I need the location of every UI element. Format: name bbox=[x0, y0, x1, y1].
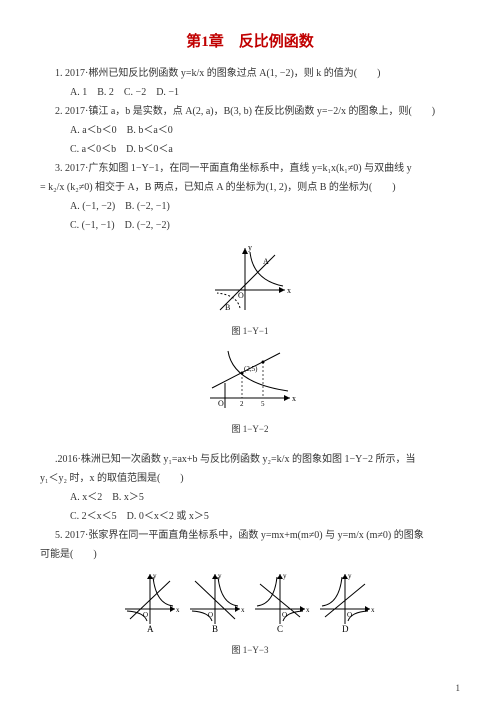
svg-text:x: x bbox=[241, 606, 245, 614]
fig2-origin: O bbox=[218, 399, 224, 408]
figure-3-caption: 图 1−Y−3 bbox=[40, 643, 460, 656]
q2-options-1: A. a＜b＜0 B. b＜a＜0 bbox=[40, 122, 460, 139]
question-4b: y₁＜y₂ 时，x 的取值范围是( ) bbox=[40, 470, 460, 487]
q2-options-2: C. a＜0＜b D. b＜0＜a bbox=[40, 141, 460, 158]
fig2-point-label: (2,5) bbox=[244, 365, 258, 373]
option-d-label: D bbox=[342, 624, 349, 634]
q3-options-2: C. (−1, −1) D. (−2, −2) bbox=[40, 217, 460, 234]
svg-text:y: y bbox=[218, 572, 222, 580]
svg-text:O: O bbox=[208, 611, 213, 619]
page-number: 1 bbox=[456, 683, 461, 693]
point-b-label: B bbox=[225, 303, 230, 312]
svg-text:O: O bbox=[143, 611, 148, 619]
chapter-title: 第1章 反比例函数 bbox=[40, 30, 460, 51]
axis-y-label: y bbox=[248, 243, 252, 252]
fig2-tick-2: 2 bbox=[240, 400, 244, 408]
option-a-graph: Ox y bbox=[125, 572, 180, 624]
question-3a: 3. 2017·广东如图 1−Y−1，在同一平面直角坐标系中，直线 y=k₁x(… bbox=[40, 160, 460, 177]
fig2-x-label: x bbox=[292, 394, 296, 403]
question-2: 2. 2017·镇江 a，b 是实数，点 A(2, a)，B(3, b) 在反比… bbox=[40, 103, 460, 120]
figure-2: (2,5) x O 2 5 bbox=[40, 343, 460, 416]
question-4a: .2016·株洲已知一次函数 y₁=ax+b 与反比例函数 y₂=k/x 的图象… bbox=[40, 451, 460, 468]
svg-text:O: O bbox=[282, 611, 287, 619]
question-5a: 5. 2017·张家界在同一平面直角坐标系中，函数 y=mx+m(m≠0) 与 … bbox=[40, 527, 460, 544]
figure-1: x y O A B bbox=[40, 240, 460, 318]
origin-label: O bbox=[238, 291, 244, 300]
option-c-graph: Ox y bbox=[255, 572, 310, 624]
figure-1-caption: 图 1−Y−1 bbox=[40, 324, 460, 337]
figure-2-caption: 图 1−Y−2 bbox=[40, 422, 460, 435]
svg-text:O: O bbox=[347, 611, 352, 619]
point-a-label: A bbox=[263, 257, 269, 266]
q4-options-2: C. 2＜x＜5 D. 0＜x＜2 或 x＞5 bbox=[40, 508, 460, 525]
option-b-graph: Ox y bbox=[190, 572, 245, 624]
svg-text:x: x bbox=[176, 606, 180, 614]
question-3b: = k₂/x (k₂≠0) 相交于 A，B 两点，已知点 A 的坐标为(1, 2… bbox=[40, 179, 460, 196]
svg-text:y: y bbox=[283, 572, 287, 580]
q4-options-1: A. x＜2 B. x＞5 bbox=[40, 489, 460, 506]
question-1: 1. 2017·郴州已知反比例函数 y=k/x 的图象过点 A(1, −2)，则… bbox=[40, 65, 460, 82]
svg-text:y: y bbox=[348, 572, 352, 580]
fig2-tick-5: 5 bbox=[261, 400, 265, 408]
svg-text:x: x bbox=[371, 606, 375, 614]
figure-3: Ox y Ox y Ox y Ox y A B C D bbox=[40, 569, 460, 637]
option-a-label: A bbox=[147, 624, 154, 634]
q3-options-1: A. (−1, −2) B. (−2, −1) bbox=[40, 198, 460, 215]
q1-options: A. 1 B. 2 C. −2 D. −1 bbox=[40, 84, 460, 101]
option-c-label: C bbox=[277, 624, 283, 634]
option-b-label: B bbox=[212, 624, 218, 634]
option-d-graph: Ox y bbox=[320, 572, 375, 624]
svg-text:x: x bbox=[306, 606, 310, 614]
axis-x-label: x bbox=[287, 286, 291, 295]
svg-text:y: y bbox=[153, 572, 157, 580]
question-5b: 可能是( ) bbox=[40, 546, 460, 563]
